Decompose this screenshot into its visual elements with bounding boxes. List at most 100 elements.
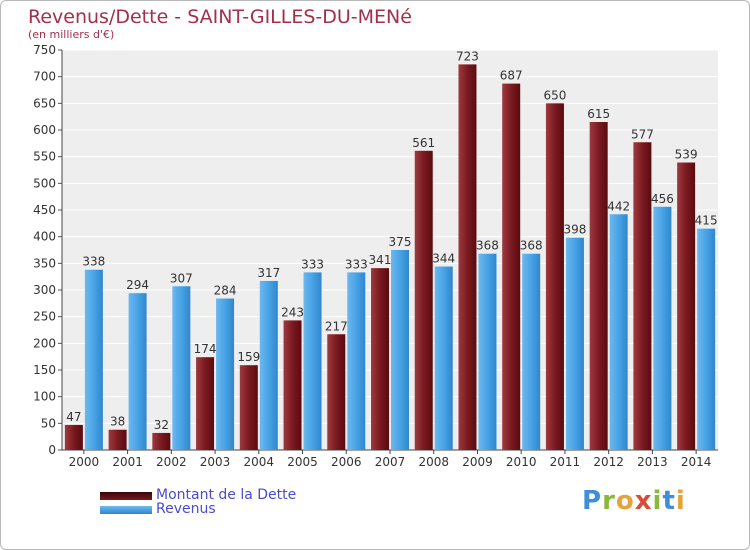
- data-label-debt: 47: [66, 410, 81, 424]
- data-label-revenue: 368: [476, 239, 499, 253]
- x-tick-label: 2003: [200, 455, 231, 469]
- bar-debt: [677, 162, 696, 451]
- x-tick-label: 2006: [331, 455, 362, 469]
- bar-debt: [545, 103, 564, 450]
- bar-revenue: [653, 206, 672, 450]
- legend-label-debt: Montant de la Dette: [156, 487, 297, 503]
- bar-revenue: [697, 228, 716, 450]
- y-tick-label: 650: [33, 96, 56, 110]
- data-label-revenue: 442: [607, 199, 630, 213]
- data-label-revenue: 368: [520, 239, 543, 253]
- bar-revenue: [128, 293, 147, 450]
- bar-debt: [108, 429, 127, 450]
- bar-debt: [283, 320, 302, 450]
- y-tick-label: 150: [33, 363, 56, 377]
- x-tick-label: 2000: [69, 455, 100, 469]
- legend-swatch-revenue: [100, 506, 152, 514]
- x-tick-label: 2013: [637, 455, 668, 469]
- data-label-revenue: 294: [126, 278, 149, 292]
- legend-swatch-debt: [100, 492, 152, 500]
- x-tick-label: 2004: [244, 455, 275, 469]
- bar-revenue: [347, 272, 366, 450]
- y-tick-label: 750: [33, 43, 56, 57]
- data-label-debt: 217: [325, 319, 348, 333]
- y-tick-label: 250: [33, 310, 56, 324]
- y-tick-label: 450: [33, 203, 56, 217]
- data-label-revenue: 333: [301, 257, 324, 271]
- x-tick-label: 2011: [550, 455, 581, 469]
- x-tick-label: 2009: [462, 455, 493, 469]
- x-tick-label: 2005: [287, 455, 318, 469]
- bar-debt: [458, 64, 477, 451]
- chart-subtitle: (en milliers d'€): [28, 28, 115, 41]
- plot-area: [62, 50, 718, 450]
- bar-revenue: [391, 250, 409, 450]
- bar-debt: [196, 357, 215, 450]
- data-label-revenue: 398: [563, 223, 586, 237]
- bar-revenue: [478, 253, 497, 450]
- x-tick-label: 2014: [681, 455, 712, 469]
- bar-revenue: [216, 298, 235, 450]
- y-tick-label: 400: [33, 230, 56, 244]
- bar-revenue: [172, 286, 191, 450]
- bar-debt: [589, 122, 608, 450]
- data-label-debt: 687: [500, 69, 523, 83]
- y-tick-label: 50: [41, 416, 56, 430]
- x-tick-label: 2008: [418, 455, 449, 469]
- bar-debt: [414, 150, 433, 451]
- x-tick-label: 2001: [112, 455, 143, 469]
- bar-revenue: [434, 266, 453, 450]
- bar-revenue: [259, 280, 278, 450]
- chart-title: Revenus/Dette - SAINT-GILLES-DU-MENé: [28, 6, 412, 28]
- data-label-debt: 38: [110, 415, 125, 429]
- bar-revenue: [522, 253, 541, 450]
- y-tick-label: 500: [33, 176, 56, 190]
- data-label-debt: 174: [194, 342, 217, 356]
- bar-debt: [502, 83, 521, 450]
- data-label-debt: 650: [543, 88, 566, 102]
- x-tick-label: 2007: [375, 455, 406, 469]
- y-tick-label: 300: [33, 283, 56, 297]
- y-tick-label: 700: [33, 70, 56, 84]
- bar-debt: [327, 334, 346, 450]
- data-label-debt: 159: [237, 350, 260, 364]
- bar-revenue: [565, 237, 584, 450]
- bar-debt: [633, 142, 652, 450]
- y-tick-label: 0: [48, 443, 56, 457]
- data-label-debt: 577: [631, 127, 654, 141]
- x-tick-label: 2012: [593, 455, 624, 469]
- legend-label-revenue: Revenus: [156, 501, 216, 517]
- data-label-debt: 341: [369, 253, 392, 267]
- data-label-revenue: 338: [82, 255, 105, 269]
- data-label-debt: 32: [154, 418, 169, 432]
- bar-revenue: [303, 272, 322, 450]
- data-label-debt: 539: [675, 148, 698, 162]
- y-tick-label: 550: [33, 150, 56, 164]
- data-label-revenue: 284: [214, 284, 237, 298]
- data-label-debt: 561: [412, 136, 435, 150]
- data-label-debt: 615: [587, 107, 610, 121]
- y-tick-label: 100: [33, 390, 56, 404]
- data-label-revenue: 375: [389, 235, 412, 249]
- bar-debt: [239, 365, 258, 450]
- bar-debt: [152, 432, 171, 450]
- bar-revenue: [609, 214, 628, 450]
- y-tick-label: 600: [33, 123, 56, 137]
- data-label-revenue: 333: [345, 257, 368, 271]
- data-label-revenue: 344: [432, 252, 455, 266]
- y-tick-label: 350: [33, 256, 56, 270]
- y-tick-label: 200: [33, 336, 56, 350]
- bar-debt: [371, 268, 389, 450]
- x-tick-label: 2002: [156, 455, 187, 469]
- data-label-revenue: 415: [695, 214, 718, 228]
- data-label-revenue: 317: [257, 266, 280, 280]
- data-label-revenue: 456: [651, 192, 674, 206]
- data-label-debt: 723: [456, 49, 479, 63]
- bar-debt: [64, 424, 83, 450]
- x-tick-label: 2010: [506, 455, 537, 469]
- data-label-revenue: 307: [170, 271, 193, 285]
- bar-revenue: [84, 269, 103, 450]
- data-label-debt: 243: [281, 305, 304, 319]
- proxiti-logo: Proxiti: [582, 486, 686, 516]
